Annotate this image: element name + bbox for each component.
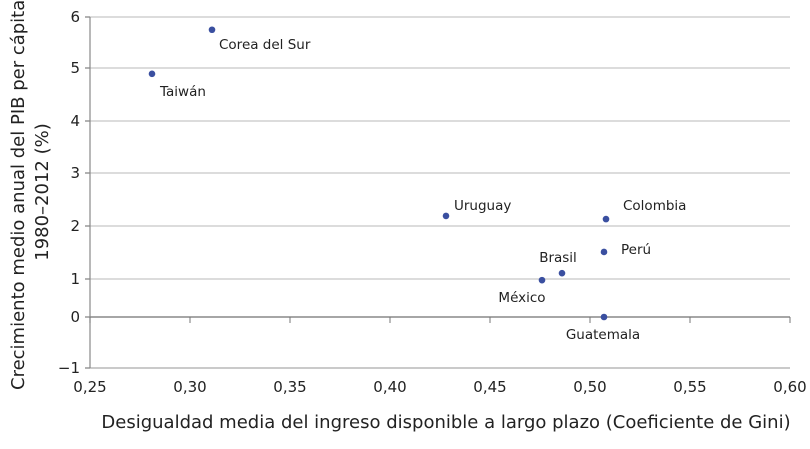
- x-tick-label: 0,35: [273, 378, 306, 396]
- data-label: Guatemala: [566, 327, 640, 343]
- data-label: Brasil: [539, 250, 577, 266]
- y-tick-label: 3: [70, 164, 80, 182]
- x-tick-label: 0,50: [573, 378, 606, 396]
- x-tick-label: 0,60: [773, 378, 806, 396]
- y-tick-label: −1: [58, 359, 80, 377]
- data-point: [558, 269, 566, 277]
- y-tick-label: 0: [70, 308, 80, 326]
- x-tick-label: 0,25: [73, 378, 106, 396]
- data-label: Uruguay: [454, 198, 511, 214]
- data-label: México: [498, 290, 545, 306]
- data-label: Taiwán: [159, 84, 206, 100]
- y-tick-label: 6: [70, 8, 80, 26]
- data-point: [602, 215, 610, 223]
- x-tick-label: 0,45: [473, 378, 506, 396]
- data-point: [538, 276, 546, 284]
- y-axis-title-line2: 1980–2012 (%): [32, 123, 53, 261]
- data-label: Perú: [621, 242, 651, 258]
- data-point: [208, 26, 216, 34]
- y-tick-label: 1: [70, 270, 80, 288]
- y-tick-label: 2: [70, 217, 80, 235]
- y-tick-label: 5: [70, 59, 80, 77]
- x-axis-title: Desigualdad media del ingreso disponible…: [101, 412, 790, 433]
- x-tick-label: 0,55: [673, 378, 706, 396]
- x-tick-label: 0,30: [173, 378, 206, 396]
- x-tick-label: 0,40: [373, 378, 406, 396]
- data-label: Corea del Sur: [219, 37, 311, 53]
- data-point: [148, 70, 156, 78]
- data-point: [600, 248, 608, 256]
- data-label: Colombia: [623, 198, 686, 214]
- data-point: [442, 212, 450, 220]
- data-point: [600, 313, 608, 321]
- y-tick-label: 4: [70, 112, 80, 130]
- y-axis-title-line1: Crecimiento medio anual del PIB per cápi…: [8, 0, 29, 390]
